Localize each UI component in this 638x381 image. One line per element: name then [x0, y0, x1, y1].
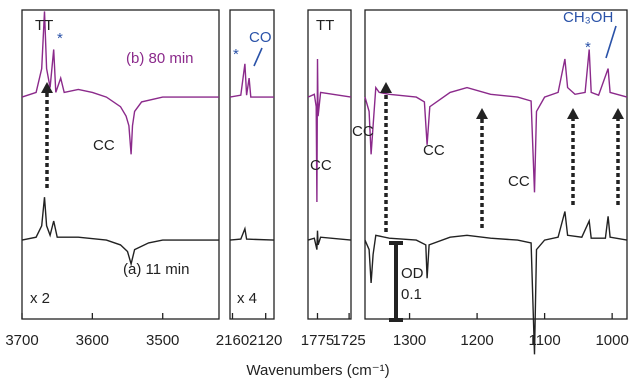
x-tick-label-p3-1725: 1725: [332, 332, 365, 349]
label-od: OD: [401, 265, 424, 282]
label-co: CO: [249, 29, 272, 46]
label-series-b: (b) 80 min: [126, 50, 194, 67]
label-cc-p3: CC: [310, 157, 332, 174]
label-cc-p4-1: CC: [352, 123, 374, 140]
series-line-b-p2: [229, 63, 274, 98]
arrow-head-p4-1: [380, 82, 392, 93]
arrow-head-p4-4: [612, 108, 624, 119]
label-methanol: CH₃OH: [563, 9, 613, 26]
x-tick-label-p3-1775: 1775: [301, 332, 334, 349]
x-axis-title: Wavenumbers (cm⁻¹): [246, 362, 389, 379]
series-line-b-p4: [364, 49, 628, 193]
spectra-lines: [21, 11, 628, 355]
label-star-top: *: [57, 30, 63, 47]
arrow-head-p4-2: [476, 108, 488, 119]
panel-frame-3: [307, 9, 352, 320]
x-tick-label-p4-1000: 1000: [595, 332, 628, 349]
x-tick-label-p1-3500: 3500: [146, 332, 179, 349]
label-tt-p3: TT: [316, 17, 334, 34]
x-tick-label-p1-3700: 3700: [5, 332, 38, 349]
label-multiplier-p1: x 2: [30, 290, 50, 307]
series-line-a-p3: [307, 230, 352, 250]
panel-frame-1: [21, 9, 220, 320]
label-cc-p4-2: CC: [423, 142, 445, 159]
series-line-a-p2: [229, 226, 275, 241]
label-series-a: (a) 11 min: [123, 261, 189, 278]
x-tick-label-p2-2160: 2160: [216, 332, 249, 349]
x-tick-label-p4-1300: 1300: [393, 332, 426, 349]
label-tt-top: TT: [35, 17, 53, 34]
panel-frame-4: [364, 9, 628, 320]
label-star-p2: *: [233, 46, 239, 63]
series-line-b-p3: [307, 58, 352, 203]
od-scale-bar: [389, 241, 403, 322]
label-cc-p4-3: CC: [508, 173, 530, 190]
label-cc-p1: CC: [93, 137, 115, 154]
methanol-leader-line: [605, 25, 617, 59]
label-od-value: 0.1: [401, 286, 422, 303]
panel-frame-2: [229, 9, 275, 320]
x-tick-label-p1-3600: 3600: [76, 332, 109, 349]
arrow-head-p1: [41, 82, 53, 93]
x-tick-label-p4-1200: 1200: [460, 332, 493, 349]
arrow-heads: [41, 82, 624, 119]
co-leader-line: [253, 47, 263, 67]
series-line-a-p4: [364, 211, 628, 355]
arrow-head-p4-3: [567, 108, 579, 119]
x-tick-label-p4-1100: 1100: [528, 332, 560, 349]
dotted-arrows: [45, 92, 620, 232]
label-multiplier-p2: x 4: [237, 290, 257, 307]
series-line-a-p1: [21, 197, 219, 267]
series-line-b-p1: [21, 11, 219, 155]
x-tick-label-p2-2120: 2120: [249, 332, 282, 349]
label-star-p4: *: [585, 39, 591, 56]
